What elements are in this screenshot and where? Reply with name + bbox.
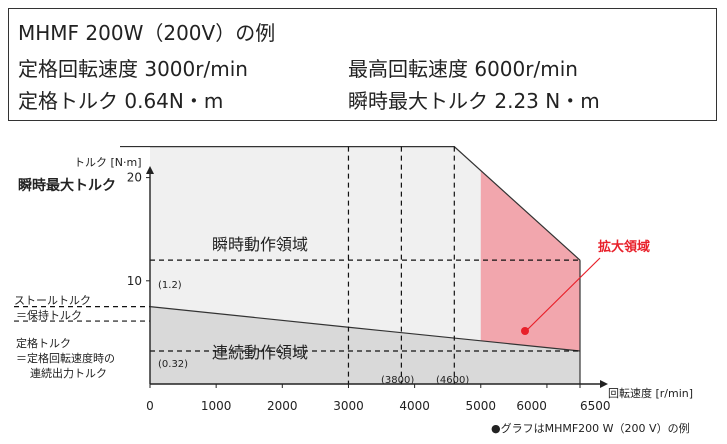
- x-marker-4600: (4600): [436, 375, 469, 386]
- y-marker-low: (0.32): [158, 359, 188, 370]
- spec-box: MHMF 200W（200V）の例 定格回転速度 3000r/min 最高回転速…: [8, 8, 717, 121]
- x-tick-label-4000: 4000: [399, 399, 430, 413]
- x-axis-label: 回転速度 [r/min]: [608, 386, 693, 400]
- spec-rated-speed: 定格回転速度 3000r/min: [18, 57, 248, 81]
- peak-torque-label: 瞬時最大トルク: [18, 177, 116, 194]
- x-marker-3800: (3800): [381, 375, 414, 386]
- y-marker-high: (1.2): [158, 280, 182, 291]
- stall-torque-label-1: ストールトルク: [14, 294, 91, 307]
- rated-torque-label-2: ＝定格回転速度時の: [16, 351, 115, 365]
- reference-line-layer: [14, 146, 580, 384]
- expanded-leader-line: [526, 257, 601, 331]
- rated-torque-label-3: 連続出力トルク: [30, 366, 107, 380]
- continuous-region-area: [150, 306, 580, 384]
- region-peak-label: 瞬時動作領域: [212, 235, 308, 254]
- region-continuous-label: 連続動作領域: [212, 343, 308, 362]
- x-tick-label-6500: 6500: [580, 399, 611, 413]
- spec-max-speed: 最高回転速度 6000r/min: [348, 57, 578, 81]
- x-tick-label-1000: 1000: [201, 399, 232, 413]
- x-tick-label-0: 0: [146, 399, 154, 413]
- x-tick-label-2000: 2000: [267, 399, 298, 413]
- x-tick-label-5000: 5000: [465, 399, 496, 413]
- axes-layer: [146, 166, 608, 388]
- tick-layer: 0 1000 2000 3000 4000 5000 6000 6500 10 20: [127, 171, 611, 413]
- x-tick-label-6000: 6000: [516, 399, 547, 413]
- x-tick-label-3000: 3000: [333, 399, 364, 413]
- rated-torque-label-1: 定格トルク: [16, 336, 71, 350]
- spec-title: MHMF 200W（200V）の例: [18, 21, 276, 45]
- spec-peak-torque: 瞬時最大トルク 2.23 N・m: [348, 89, 600, 113]
- chart-footnote: ●グラフはMHMF200 W（200 V）の例: [491, 421, 690, 435]
- expanded-marker-dot: [521, 327, 529, 335]
- spec-rated-torque: 定格トルク 0.64N・m: [18, 89, 224, 113]
- y-tick-label-20: 20: [127, 171, 142, 185]
- y-tick-label-10: 10: [127, 274, 142, 288]
- y-axis-label: トルク [N·m]: [74, 156, 142, 169]
- region-expanded-label: 拡大領域: [598, 239, 650, 255]
- region-layer: [149, 146, 581, 384]
- stall-torque-label-2: ＝保持トルク: [16, 308, 82, 322]
